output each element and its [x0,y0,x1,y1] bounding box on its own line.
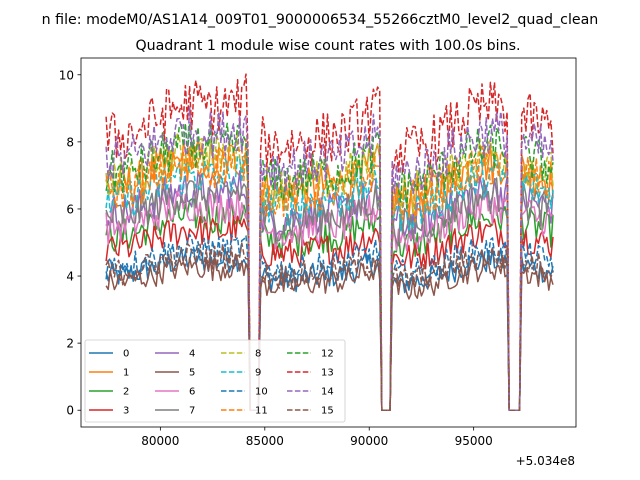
legend-label-13: 13 [321,368,334,379]
series-line-12 [105,122,554,411]
legend-label-2: 2 [123,387,129,398]
legend-label-3: 3 [123,406,129,417]
y-tick-label: 8 [66,135,74,149]
series-line-11 [105,138,554,411]
legend-label-9: 9 [255,368,261,379]
legend-label-11: 11 [255,406,268,417]
x-offset-label: +5.034e8 [516,454,575,468]
axes-frame [80,57,577,428]
x-tick-label: 85000 [246,434,284,448]
y-tick-label: 2 [66,337,74,351]
plot-area [105,73,554,411]
legend-label-8: 8 [255,349,261,360]
series-line-10 [105,233,554,411]
legend-label-10: 10 [255,387,268,398]
y-axis: 0 2 4 6 8 10 [59,68,81,418]
series-line-14 [105,106,554,411]
legend-label-0: 0 [123,349,129,360]
legend-label-15: 15 [321,406,334,417]
y-tick-label: 0 [66,404,74,418]
legend-label-4: 4 [189,349,195,360]
legend-label-5: 5 [189,368,195,379]
series-line-13 [105,73,554,411]
series-line-8 [105,129,554,411]
figure-suptitle: n file: modeM0/AS1A14_009T01_9000006534_… [42,12,599,28]
x-tick-label: 90000 [350,434,388,448]
series-line-7 [105,173,554,411]
x-tick-label: 80000 [141,434,179,448]
x-tick-label: 95000 [455,434,493,448]
series-line-3 [105,215,554,411]
legend-label-12: 12 [321,349,334,360]
x-axis: 80000 85000 90000 95000 [141,427,493,448]
legend-label-14: 14 [321,387,334,398]
series-line-15 [105,242,554,411]
y-tick-label: 10 [59,68,74,82]
legend-label-7: 7 [189,406,195,417]
series-line-9 [105,153,554,411]
legend-frame [84,339,346,423]
legend-label-1: 1 [123,368,129,379]
y-tick-label: 6 [66,202,74,216]
chart-title: Quadrant 1 module wise count rates with … [135,38,520,54]
legend-label-6: 6 [189,387,195,398]
y-tick-label: 4 [66,270,74,284]
series-line-5 [105,253,554,411]
